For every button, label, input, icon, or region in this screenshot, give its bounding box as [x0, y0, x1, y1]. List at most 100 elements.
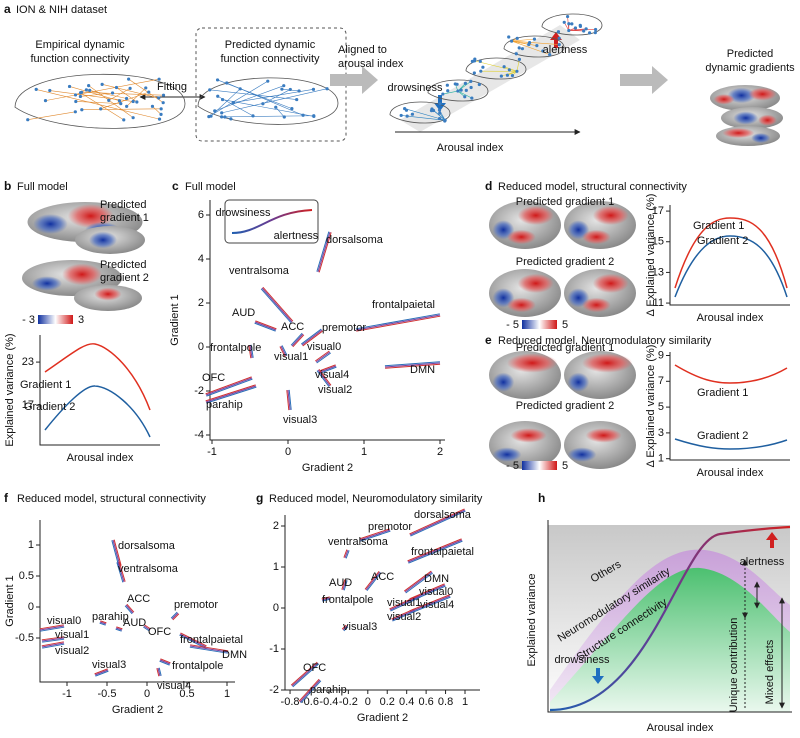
trajectory	[407, 539, 463, 563]
trajectory	[126, 603, 135, 613]
trajectory	[389, 595, 421, 611]
network-node	[437, 108, 442, 112]
y-tick-label: 23	[22, 356, 34, 368]
trajectory	[322, 598, 331, 602]
trajectory	[286, 390, 290, 411]
network-node	[505, 73, 510, 77]
trajectory	[408, 540, 463, 564]
trajectory	[344, 549, 349, 559]
network-edge	[501, 71, 517, 77]
network-edge	[36, 89, 160, 120]
trajectory	[262, 286, 294, 322]
trajectory	[116, 626, 123, 630]
network-edge	[262, 89, 291, 105]
panel-title: Reduced model, structural connectivity	[498, 181, 687, 193]
network-node	[502, 65, 506, 69]
brain-outline	[197, 77, 339, 125]
brain-label: Predicted gradient 1	[516, 342, 614, 354]
region-label: visual3	[343, 621, 377, 633]
region-label: frontalpole	[210, 342, 261, 354]
brain-blob	[567, 447, 597, 462]
series-line	[674, 217, 788, 289]
brain-outline	[14, 73, 186, 129]
trajectory	[281, 345, 288, 356]
caption: function connectivity	[30, 53, 130, 65]
network-node	[463, 81, 468, 85]
network-node	[470, 96, 474, 100]
brain-label: Predicted	[100, 259, 146, 271]
y-tick-label: -2	[269, 684, 279, 696]
network-edge	[102, 84, 159, 99]
network-node	[441, 92, 445, 96]
brain-blob	[517, 205, 554, 225]
network-edge	[208, 80, 268, 117]
trajectory	[301, 329, 323, 346]
trajectory	[355, 314, 441, 331]
axis	[39, 520, 235, 683]
trajectory	[41, 641, 64, 647]
trajectory	[260, 288, 292, 324]
colorbar	[522, 461, 557, 470]
axis-label: Mixed effects	[764, 639, 776, 704]
trajectory	[321, 596, 330, 600]
trajectory	[341, 579, 346, 590]
network-node	[399, 113, 403, 118]
trajectory	[41, 642, 65, 648]
network-node	[499, 74, 503, 78]
trajectory	[407, 538, 462, 562]
region-label: dorsalsoma	[414, 509, 472, 521]
trajectory	[317, 231, 331, 273]
brain-blob	[492, 372, 515, 392]
y-tick-label: 9	[658, 349, 664, 361]
axis-label: Explained variance	[526, 574, 538, 667]
trajectory	[366, 572, 382, 592]
y-tick-label: -4	[194, 429, 204, 441]
brain-blob	[748, 87, 777, 101]
trajectory	[404, 571, 433, 593]
region-label: visual4	[157, 680, 191, 692]
trajectory	[384, 361, 440, 367]
trajectory	[111, 540, 120, 567]
trajectory	[300, 680, 322, 704]
brain-blob	[751, 133, 771, 143]
x-tick-label: 1	[462, 696, 468, 708]
colorbar-label: - 5	[506, 460, 519, 472]
network-node	[117, 99, 122, 103]
trajectory	[144, 624, 151, 630]
trajectory	[261, 287, 293, 323]
axis-label: Δ Explained variance (%)	[645, 345, 657, 468]
panel-letter: g	[256, 491, 263, 505]
network-node	[515, 69, 519, 73]
trajectory	[205, 384, 256, 402]
network-node	[477, 82, 481, 87]
network-node	[288, 87, 292, 92]
trajectory	[341, 624, 347, 630]
series-line	[674, 364, 788, 384]
trajectory	[291, 333, 304, 347]
trajectory	[384, 362, 441, 368]
network-node	[73, 93, 78, 97]
network-node	[301, 113, 305, 117]
axis	[39, 335, 160, 446]
series-label: Gradient 2	[697, 235, 748, 247]
network-node	[445, 83, 449, 87]
trajectory	[365, 571, 381, 591]
region-label: OFC	[148, 626, 171, 638]
network-node	[290, 107, 294, 111]
network-node	[527, 41, 532, 45]
network-edge	[221, 115, 314, 118]
network-node	[161, 101, 165, 105]
trajectory	[170, 611, 178, 619]
panel-title: Full model	[17, 181, 68, 193]
brain-blob	[592, 205, 629, 225]
network-node	[225, 81, 229, 85]
series-label: Gradient 1	[693, 220, 744, 232]
network-edge	[221, 88, 328, 114]
trajectory	[343, 580, 348, 591]
region-label: DMN	[410, 364, 435, 376]
network-node	[107, 98, 111, 103]
trajectory	[298, 678, 320, 702]
network-node	[209, 114, 213, 118]
trajectory	[299, 679, 321, 703]
network-node	[548, 53, 552, 57]
